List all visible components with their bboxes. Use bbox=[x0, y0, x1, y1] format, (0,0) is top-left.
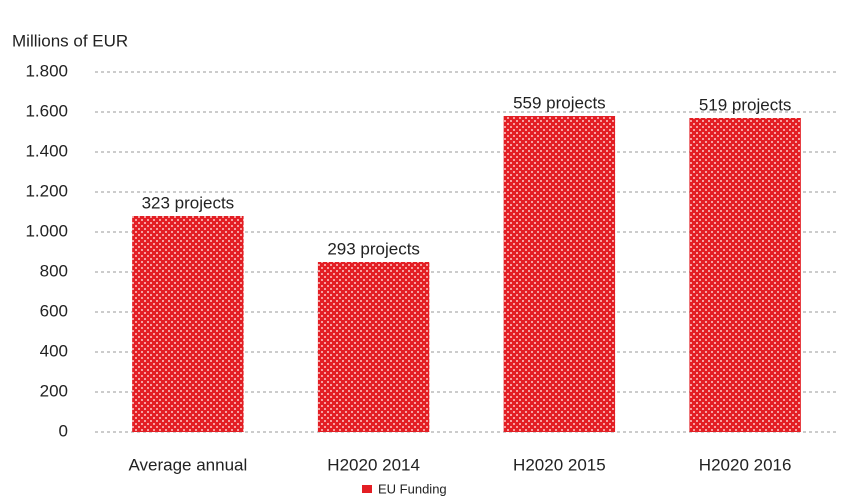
y-tick-label: 0 bbox=[59, 421, 68, 440]
y-tick-label: 200 bbox=[40, 381, 68, 400]
bar bbox=[317, 262, 430, 432]
bar-annotation: 293 projects bbox=[327, 239, 420, 258]
y-tick-label: 1.600 bbox=[25, 101, 68, 120]
x-tick-label: H2020 2016 bbox=[699, 455, 792, 474]
y-tick-label: 600 bbox=[40, 301, 68, 320]
y-tick-label: 400 bbox=[40, 341, 68, 360]
bar-annotation: 519 projects bbox=[699, 95, 792, 114]
legend-swatch bbox=[362, 485, 372, 493]
x-tick-label: H2020 2014 bbox=[327, 455, 420, 474]
bar bbox=[503, 116, 616, 432]
x-tick-label: Average annual bbox=[128, 455, 247, 474]
y-tick-label: 1.400 bbox=[25, 141, 68, 160]
y-axis-label: Millions of EUR bbox=[12, 31, 128, 50]
bar-annotation: 559 projects bbox=[513, 93, 606, 112]
y-tick-label: 800 bbox=[40, 261, 68, 280]
bar bbox=[132, 216, 244, 432]
x-tick-label: H2020 2015 bbox=[513, 455, 606, 474]
bar bbox=[689, 118, 801, 432]
y-tick-label: 1.800 bbox=[25, 61, 68, 80]
y-tick-label: 1.000 bbox=[25, 221, 68, 240]
legend-label: EU Funding bbox=[378, 481, 447, 496]
bar-annotation: 323 projects bbox=[142, 193, 235, 212]
y-tick-label: 1.200 bbox=[25, 181, 68, 200]
